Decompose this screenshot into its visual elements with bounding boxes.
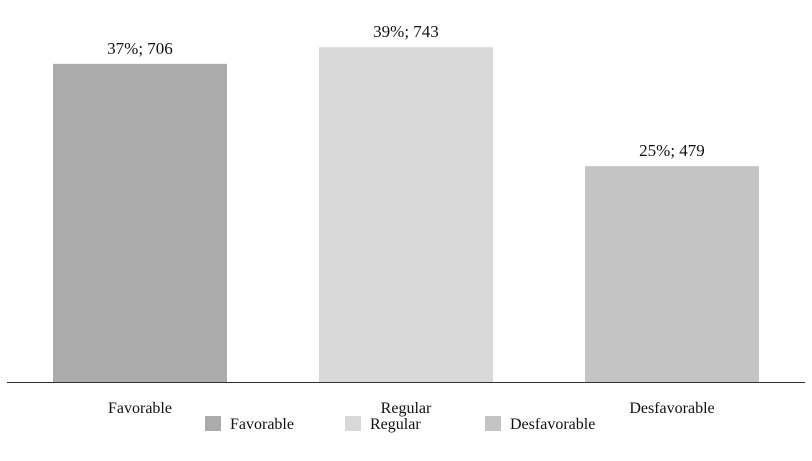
legend-label-favorable: Favorable bbox=[230, 416, 294, 433]
legend-item-favorable: Favorable bbox=[205, 416, 294, 433]
legend-label-regular: Regular bbox=[370, 416, 421, 433]
x-tick-label-regular: Regular bbox=[381, 400, 432, 417]
legend-item-desfavorable: Desfavorable bbox=[485, 416, 595, 433]
legend: Favorable Regular Desfavorable bbox=[205, 416, 595, 433]
data-labels-group: 37%; 706 39%; 743 25%; 479 bbox=[107, 22, 705, 160]
data-label-desfavorable: 25%; 479 bbox=[639, 141, 705, 160]
bar-desfavorable bbox=[585, 166, 759, 382]
legend-label-desfavorable: Desfavorable bbox=[510, 416, 595, 433]
data-label-favorable: 37%; 706 bbox=[107, 39, 173, 58]
legend-swatch-desfavorable bbox=[485, 416, 501, 431]
x-tick-labels-group: Favorable Regular Desfavorable bbox=[108, 400, 715, 417]
x-tick-label-favorable: Favorable bbox=[108, 400, 172, 417]
x-tick-label-desfavorable: Desfavorable bbox=[629, 400, 714, 417]
legend-item-regular: Regular bbox=[345, 416, 421, 433]
bar-regular bbox=[319, 47, 493, 382]
legend-swatch-regular bbox=[345, 416, 361, 431]
bar-favorable bbox=[53, 63, 227, 383]
bars-group bbox=[53, 47, 759, 383]
data-label-regular: 39%; 743 bbox=[373, 22, 439, 41]
legend-swatch-favorable bbox=[205, 416, 221, 431]
